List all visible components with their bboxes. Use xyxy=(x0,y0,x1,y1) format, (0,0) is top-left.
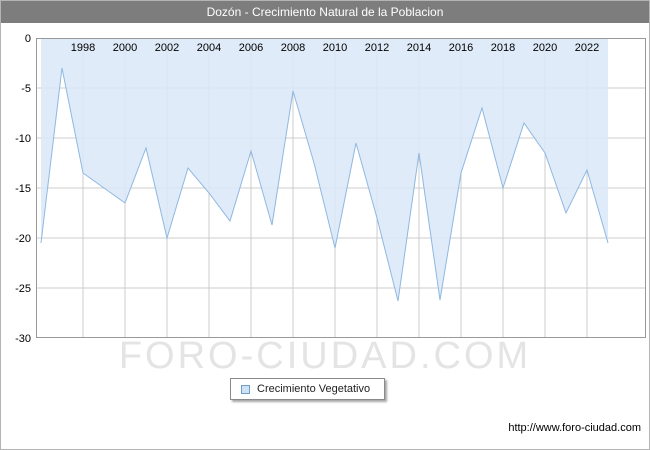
svg-text:2002: 2002 xyxy=(155,42,179,54)
svg-text:2010: 2010 xyxy=(323,42,347,54)
svg-text:-30: -30 xyxy=(15,333,31,345)
svg-text:-15: -15 xyxy=(15,183,31,195)
chart-title: Dozón - Crecimiento Natural de la Poblac… xyxy=(1,1,649,23)
footer-url-link[interactable]: http://www.foro-ciudad.com xyxy=(508,422,641,434)
svg-text:2022: 2022 xyxy=(575,42,599,54)
svg-text:2018: 2018 xyxy=(491,42,515,54)
legend: Crecimiento Vegetativo xyxy=(230,378,386,400)
svg-text:2004: 2004 xyxy=(197,42,221,54)
legend-label: Crecimiento Vegetativo xyxy=(257,383,371,395)
legend-marker-icon xyxy=(241,384,250,394)
svg-text:2014: 2014 xyxy=(407,42,431,54)
svg-text:0: 0 xyxy=(25,33,31,45)
svg-text:-10: -10 xyxy=(15,133,31,145)
svg-text:2012: 2012 xyxy=(365,42,389,54)
svg-text:-25: -25 xyxy=(15,283,31,295)
svg-text:2016: 2016 xyxy=(449,42,473,54)
svg-text:-5: -5 xyxy=(21,83,31,95)
svg-text:1998: 1998 xyxy=(71,42,95,54)
svg-text:2008: 2008 xyxy=(281,42,305,54)
svg-text:2020: 2020 xyxy=(533,42,557,54)
svg-text:2006: 2006 xyxy=(239,42,263,54)
svg-text:2000: 2000 xyxy=(113,42,137,54)
svg-text:-20: -20 xyxy=(15,233,31,245)
